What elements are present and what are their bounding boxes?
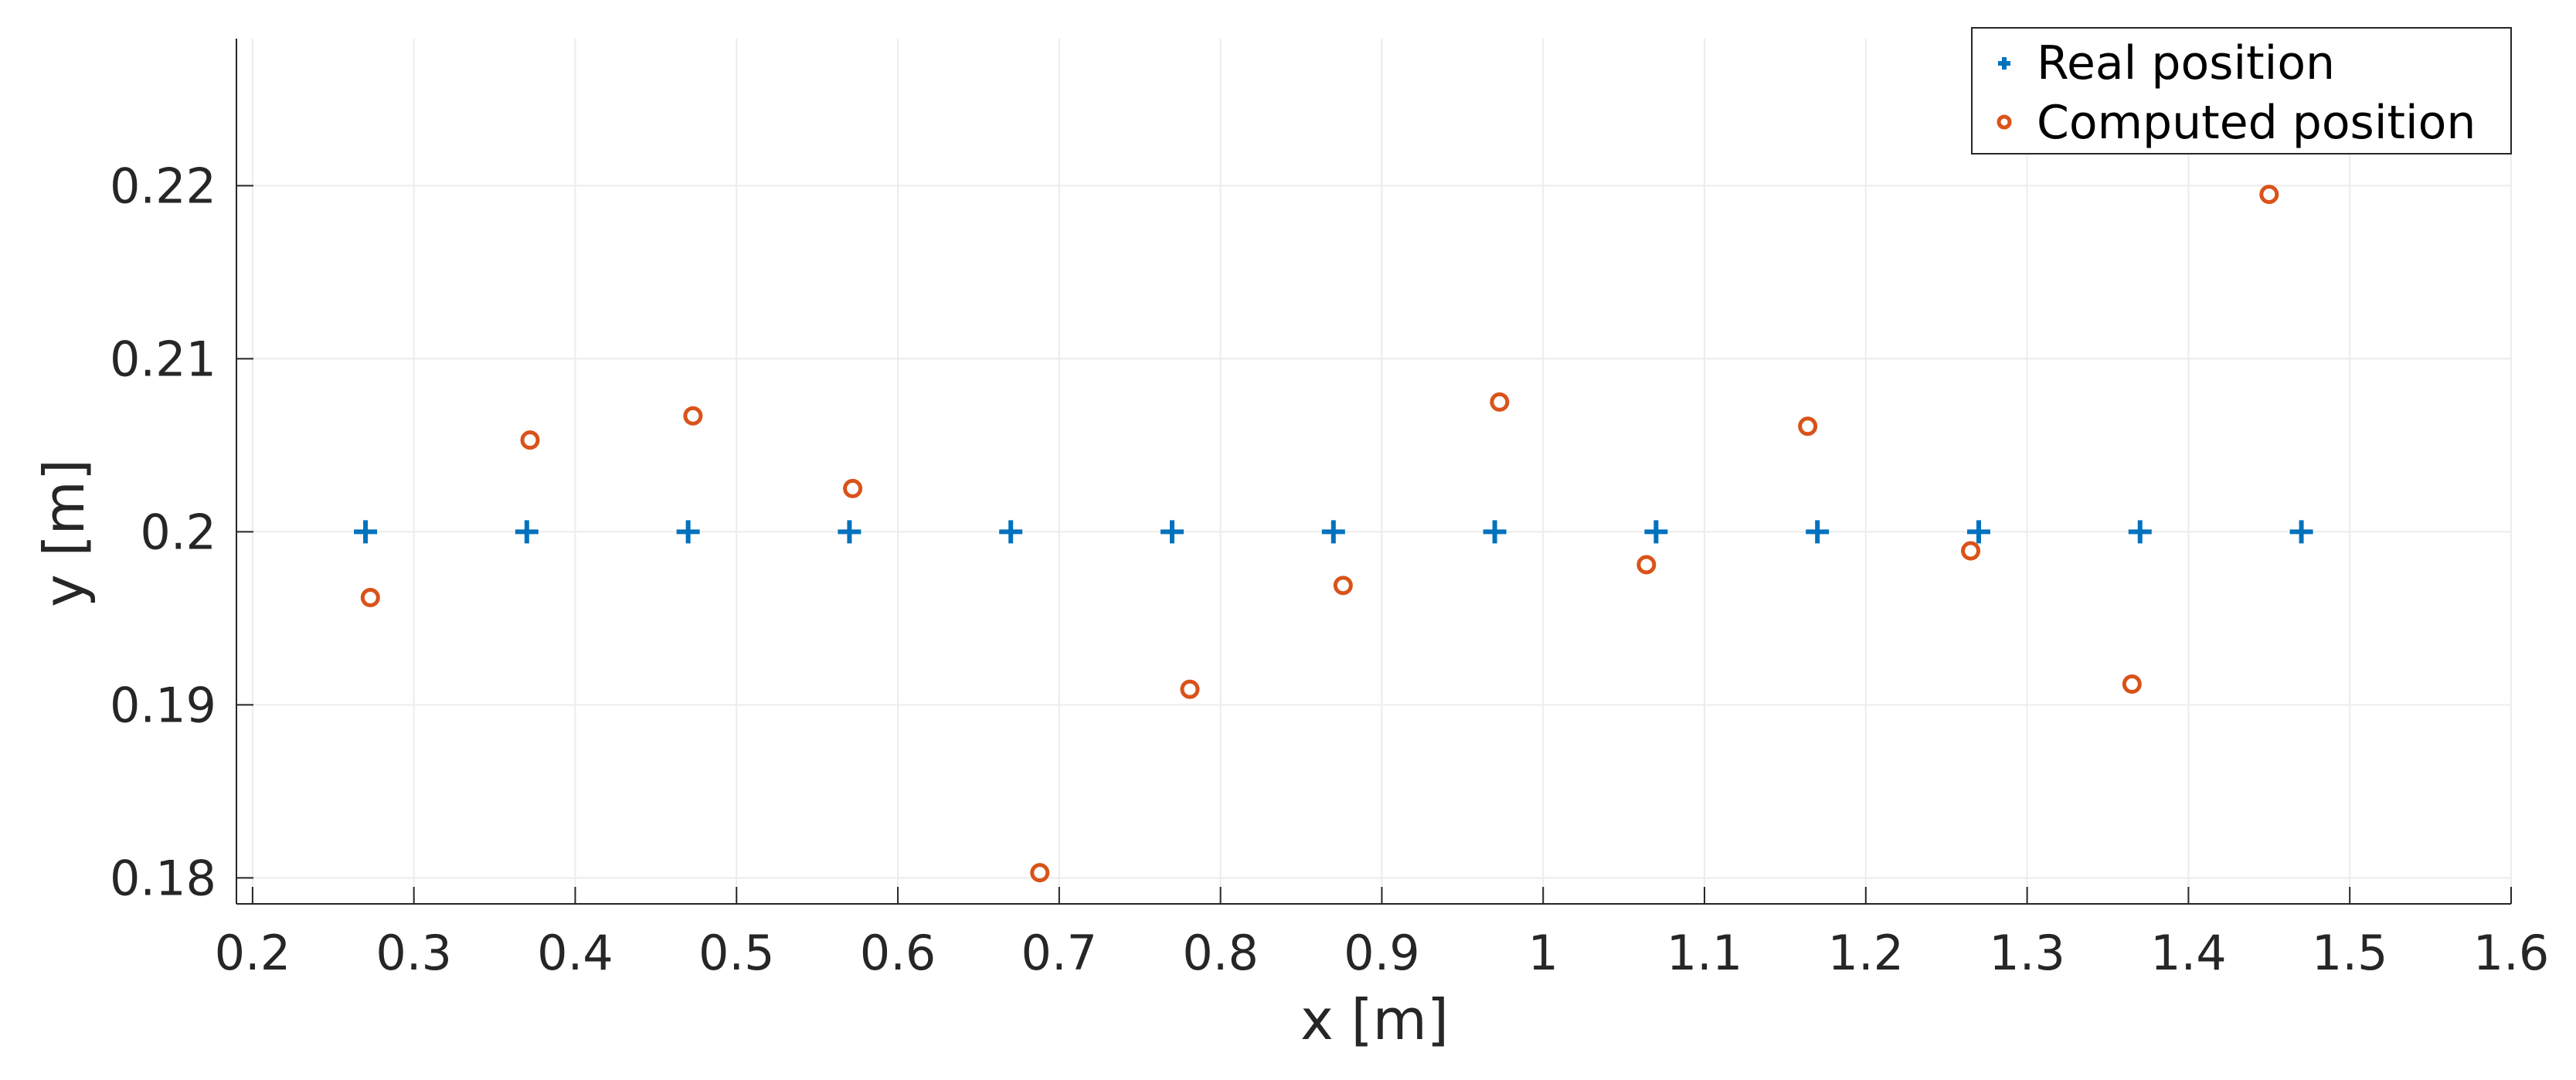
data-point-real — [2128, 520, 2152, 544]
data-point-computed — [360, 588, 380, 608]
legend-marker-real-position — [1998, 57, 2010, 70]
data-point-computed — [1333, 576, 1353, 596]
x-tick-label: 0.2 — [215, 925, 291, 981]
data-series — [354, 185, 2313, 883]
data-point-real — [1483, 520, 1507, 544]
data-point-computed — [1961, 541, 1981, 561]
tick-labels: 0.2 0.3 0.4 0.5 0.6 0.7 0.8 0.9 1 1.1 1.2 1.3 1.4 1.5… — [110, 158, 2549, 981]
data-point-real — [676, 520, 700, 544]
y-tick-label: 0.21 — [110, 331, 216, 387]
legend: Real position Computed position — [1971, 27, 2512, 155]
data-point-real — [1806, 520, 1830, 544]
x-tick-label: 1.5 — [2312, 925, 2388, 981]
axes — [236, 39, 2512, 905]
legend-plus-icon — [1998, 57, 2010, 70]
data-point-computed — [1798, 416, 1818, 436]
data-point-computed — [2122, 674, 2142, 695]
legend-label-real-position: Real position — [2037, 36, 2335, 90]
data-point-real — [515, 520, 539, 544]
x-tick-label: 0.3 — [376, 925, 452, 981]
y-tick-label: 0.22 — [110, 158, 216, 214]
data-point-real — [1321, 520, 1345, 544]
data-point-computed — [1180, 679, 1200, 699]
data-point-computed — [1636, 555, 1657, 575]
data-point-real — [1644, 520, 1668, 544]
x-tick-label: 0.5 — [698, 925, 775, 981]
x-tick-label: 0.4 — [537, 925, 613, 981]
x-tick-label: 1.2 — [1828, 925, 1905, 981]
data-point-real — [1161, 520, 1184, 544]
x-tick-label: 1.6 — [2473, 925, 2550, 981]
legend-label-computed-position: Computed position — [2037, 96, 2476, 150]
x-tick-label: 0.8 — [1182, 925, 1259, 981]
y-tick-label: 0.18 — [110, 850, 216, 906]
data-point-real — [2289, 520, 2313, 544]
x-tick-label: 0.9 — [1344, 925, 1420, 981]
series-0 — [354, 520, 2313, 544]
data-point-computed — [1490, 392, 1510, 412]
data-point-computed — [683, 406, 703, 426]
y-tick-label: 0.19 — [110, 677, 216, 733]
x-axis-label: x [m] — [1300, 987, 1449, 1052]
x-tick-label: 1.4 — [2150, 925, 2227, 981]
x-tick-label: 1.3 — [1989, 925, 2065, 981]
data-point-computed — [2259, 185, 2279, 205]
legend-circle-icon — [1997, 114, 2012, 130]
x-tick-label: 1 — [1528, 925, 1558, 981]
data-point-real — [1966, 520, 1990, 544]
data-point-real — [838, 520, 861, 544]
y-tick-label: 0.2 — [140, 504, 216, 560]
data-point-computed — [843, 478, 863, 498]
legend-marker-computed-position — [1997, 114, 2012, 130]
data-point-computed — [1030, 863, 1050, 883]
data-point-computed — [520, 430, 540, 450]
y-axis-label: y [m] — [32, 459, 97, 607]
data-point-real — [354, 520, 378, 544]
x-tick-label: 0.7 — [1021, 925, 1098, 981]
series-1 — [360, 185, 2279, 883]
grid-lines — [236, 39, 2512, 904]
x-tick-label: 1.1 — [1667, 925, 1743, 981]
x-tick-label: 0.6 — [860, 925, 936, 981]
data-point-real — [999, 520, 1023, 544]
legend-box — [1971, 27, 2512, 155]
